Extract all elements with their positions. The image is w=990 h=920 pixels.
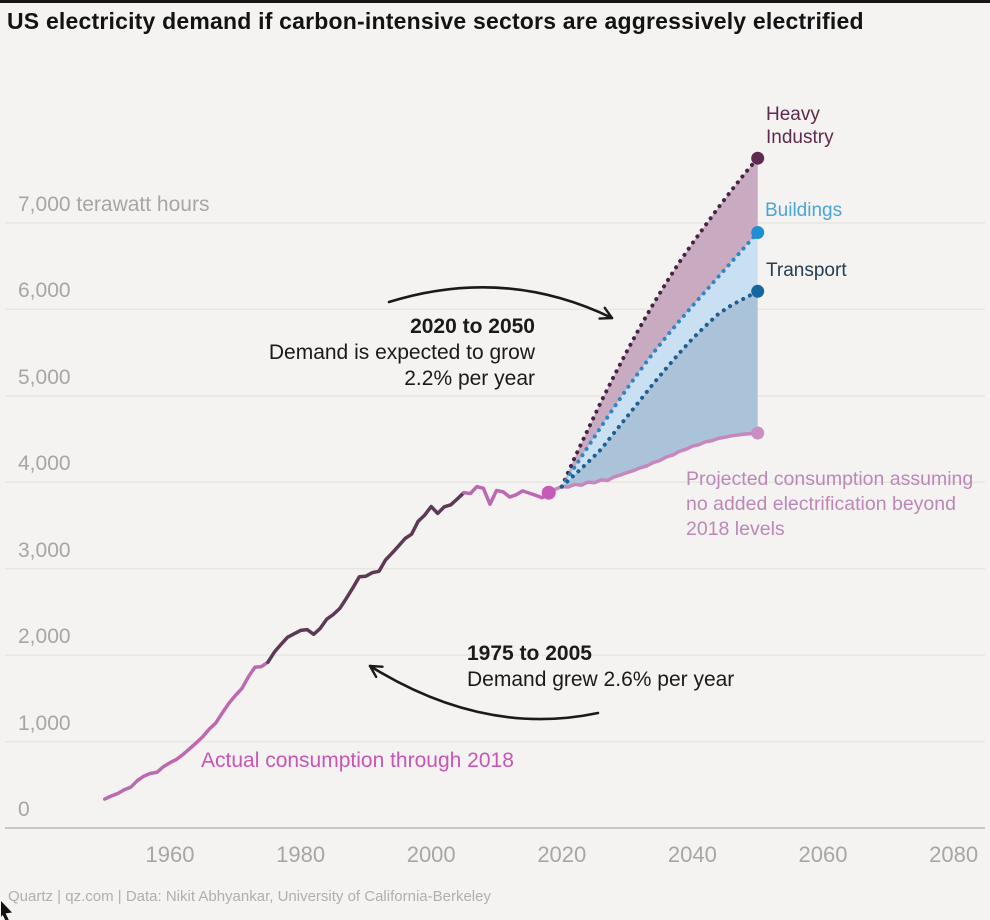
annotation-1975-2005-line1: Demand grew 2.6% per year [467,668,735,691]
annotation-2020-2050-line2: 2.2% per year [404,367,535,390]
annotation-2020-2050: 2020 to 2050 Demand is expected to grow … [269,314,535,392]
y-tick-label: 1,000 [18,711,71,735]
x-tick-label: 2040 [667,842,717,867]
past-growth-arrow [368,664,600,721]
heavy-end-dot [751,151,765,165]
y-tick-label: 0 [18,798,30,821]
future-growth-arrow [387,286,614,320]
actual-line-early [102,660,270,801]
annotation-2020-2050-heading: 2020 to 2050 [410,315,535,338]
buildings-end-dot [751,226,765,239]
source-attribution: Quartz | qz.com | Data: Nikit Abhyankar,… [8,888,491,905]
buildings-line [559,230,760,489]
x-tick-label: 2000 [406,842,456,867]
y-tick-label: 4,000 [18,452,71,476]
mouse-cursor-icon [1,901,12,920]
y-tick-label: 5,000 [18,365,71,389]
y-tick-label: 3,000 [18,538,71,562]
chart-series [102,151,765,801]
x-tick-label: 2080 [929,842,979,867]
y-tick-label: 7,000 terawatt hours [18,193,210,216]
x-tick-label: 1980 [276,842,326,867]
x-tick-label: 2020 [537,842,587,867]
projected-consumption-label: Projected consumption assuming no added … [686,468,974,540]
x-tick-label: 1960 [145,842,195,867]
annotation-1975-2005-heading: 1975 to 2005 [467,642,592,665]
heavy-industry-area [561,158,758,487]
page-title: US electricity demand if carbon-intensiv… [7,8,864,34]
y-tick-label: 6,000 [18,279,71,303]
annotation-2020-2050-line1: Demand is expected to grow [268,341,535,364]
top-border [0,0,990,3]
actual-line-1975-2005 [266,490,466,664]
y-tick-label: 2,000 [18,625,71,649]
heavy-industry-line [559,156,760,489]
actual-line-late [462,484,551,507]
series-label-buildings: Buildings [765,200,843,221]
baseline-end-dot [751,426,765,440]
x-tick-label: 2060 [798,842,848,867]
actual-consumption-label: Actual consumption through 2018 [201,749,514,772]
series-label-transport: Transport [766,260,847,281]
annotation-1975-2005: 1975 to 2005 Demand grew 2.6% per year [467,641,734,693]
baseline-projection-line [546,431,760,495]
series-label-heavy-industry: Heavy Industry [766,104,834,148]
transport-line [559,289,760,489]
buildings-area [561,232,758,487]
actual-2018-dot [541,485,556,500]
gridlines [5,222,985,829]
transport-end-dot [751,284,765,298]
